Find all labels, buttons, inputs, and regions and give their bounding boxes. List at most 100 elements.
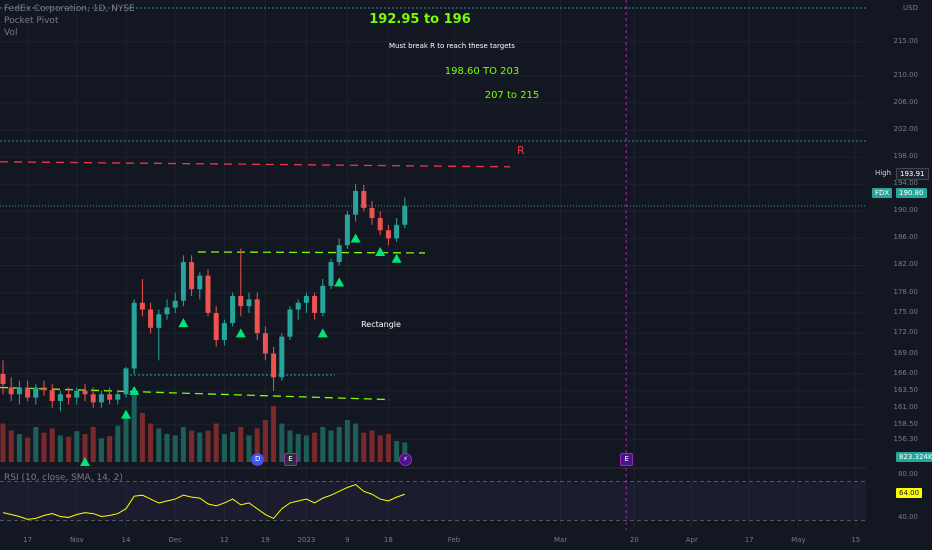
volume-bar — [369, 430, 375, 462]
symbol-tag: FDX — [872, 188, 893, 198]
volume-bar — [189, 430, 195, 462]
rsi-upper-label: 80.00 — [897, 470, 918, 478]
candle-body — [16, 387, 22, 395]
volume-bar — [180, 427, 186, 462]
pocket-pivot-triangle — [80, 457, 90, 466]
volume-bar — [25, 437, 31, 462]
symbol-legend[interactable]: FedEx Corporation, 1D, NYSE — [4, 4, 135, 14]
candle-body — [295, 302, 301, 310]
earnings-marker[interactable]: E — [284, 453, 297, 466]
candle-body — [246, 299, 252, 307]
candle-body — [336, 245, 342, 263]
date-tick-label: 20 — [629, 536, 639, 544]
candle-body — [197, 275, 203, 290]
rsi-value-tag: 64.00 — [896, 488, 923, 498]
candle-body — [25, 387, 31, 398]
pocket-pivot-triangle — [391, 253, 402, 263]
candle-body — [213, 312, 219, 341]
pocket-pivot-triangle — [235, 328, 246, 338]
volume-bar — [33, 427, 39, 462]
volume-bar — [320, 427, 326, 462]
volume-bar — [148, 423, 154, 462]
volume-bar — [66, 436, 72, 462]
candle-body — [320, 285, 326, 313]
candle-body — [377, 218, 383, 231]
volume-bar — [90, 427, 96, 462]
candle-body — [164, 307, 170, 315]
candle-body — [57, 394, 63, 402]
pocket-pivot-triangle — [129, 385, 140, 395]
candle-body — [262, 333, 268, 354]
price-tick-label: 215.00 — [893, 36, 919, 45]
trend-lines — [0, 161, 511, 401]
volume-bar — [115, 425, 121, 462]
price-tick-label: 182.00 — [893, 260, 919, 269]
price-tick-label: 206.00 — [893, 97, 919, 106]
target-note-1: 192.95 to 196 — [369, 12, 471, 27]
volume-bar — [213, 423, 219, 462]
indicator-legend-volume[interactable]: Vol — [4, 28, 18, 38]
volume-bar — [41, 432, 47, 462]
split-marker[interactable]: ⚡ — [398, 453, 412, 466]
volume-bar — [402, 442, 408, 462]
candle-body — [238, 295, 244, 307]
indicator-legend-rsi[interactable]: RSI (10, close, SMA, 14, 2) — [4, 473, 123, 483]
candle-body — [180, 262, 186, 301]
candle-body — [156, 314, 162, 328]
resistance-label: R — [517, 144, 525, 157]
candle-body — [312, 295, 318, 313]
volume-bar — [98, 438, 104, 462]
target-note-3: 207 to 215 — [484, 90, 540, 101]
volume-bar — [107, 436, 113, 462]
grid — [0, 0, 866, 530]
candle-body — [353, 190, 359, 215]
candle-body — [402, 205, 408, 225]
volume-bar — [287, 430, 293, 462]
rectangle-bottom-line — [0, 386, 391, 401]
candle-body — [271, 353, 277, 378]
price-tick-label: 163.50 — [893, 385, 919, 394]
candle-body — [115, 394, 121, 400]
rsi-lower-label: 40.00 — [897, 513, 918, 521]
volume-bar — [139, 413, 145, 462]
date-tick-label: 15 — [851, 536, 861, 544]
candle-body — [8, 387, 14, 395]
future-earnings-marker[interactable]: E — [620, 453, 634, 466]
date-tick-label: 19 — [260, 536, 270, 544]
candle-body — [189, 262, 195, 290]
volume-bar — [385, 434, 391, 462]
volume-value-tag: 823.324K — [896, 452, 932, 462]
price-tick-label: 169.00 — [893, 348, 919, 357]
candle-body — [107, 394, 113, 400]
pocket-pivot-triangle — [178, 318, 189, 328]
date-tick-label: Apr — [685, 536, 698, 544]
price-tick-label: 161.00 — [893, 402, 919, 411]
pocket-pivot-triangle — [317, 328, 328, 338]
candle-body — [221, 323, 227, 341]
pocket-pivot-triangle — [350, 233, 361, 243]
volume-bar — [246, 435, 252, 462]
volume-bar — [238, 427, 244, 462]
rsi-pane — [0, 481, 866, 521]
volume-bar — [328, 430, 334, 462]
indicator-legend-pocket-pivot[interactable]: Pocket Pivot — [4, 16, 59, 26]
pocket-pivot-markers — [80, 233, 402, 466]
volume-bar — [16, 434, 22, 462]
date-tick-label: 12 — [219, 536, 229, 544]
volume-bar — [254, 428, 260, 462]
candle-body — [279, 336, 285, 378]
price-tick-label: 198.00 — [893, 152, 919, 161]
candles — [0, 184, 408, 412]
high-value-tag: 193.91 — [896, 168, 929, 180]
high-label: High — [875, 169, 892, 177]
volume-bar — [57, 435, 63, 462]
volume-bar — [197, 432, 203, 462]
volume-bar — [271, 406, 277, 462]
price-tick-label: 172.00 — [893, 328, 919, 337]
price-tick-label: 158.50 — [893, 419, 919, 428]
dividend-marker[interactable]: D — [251, 453, 265, 466]
volume-bar — [353, 423, 359, 462]
candle-body — [287, 309, 293, 337]
pocket-pivot-triangle — [375, 247, 386, 256]
